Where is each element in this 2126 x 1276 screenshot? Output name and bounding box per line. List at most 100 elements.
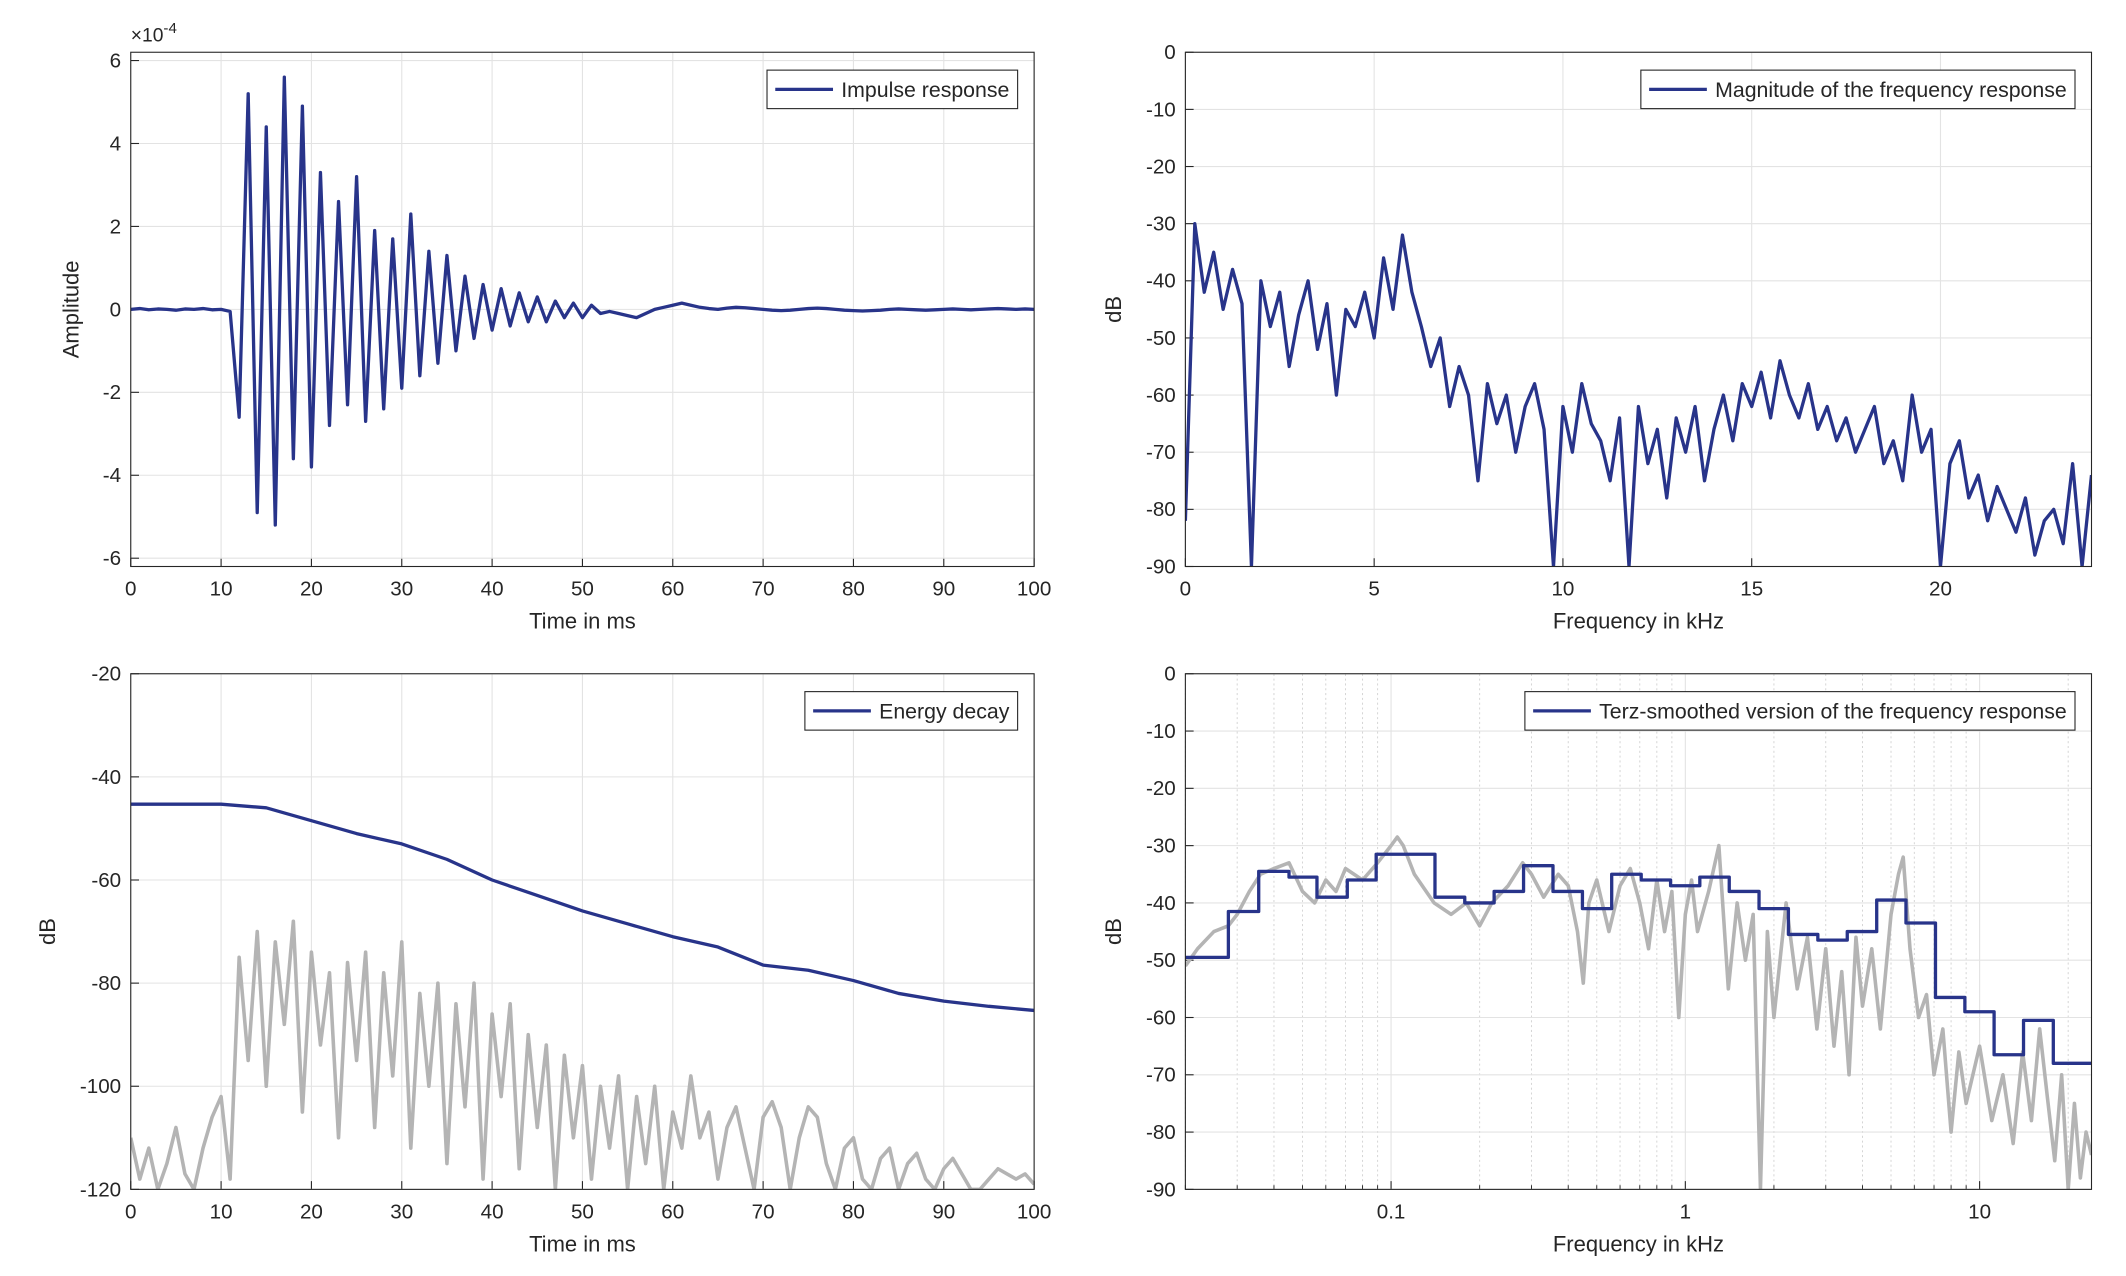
y-tick-label: 0	[1164, 41, 1175, 64]
x-axis-label: Frequency in kHz	[1553, 608, 1724, 633]
x-tick-label: 30	[390, 577, 413, 600]
y-multiplier-base: ×10	[131, 25, 164, 46]
x-tick-label: 70	[752, 1200, 775, 1223]
y-tick-label: -70	[1146, 1064, 1176, 1087]
y-tick-label: -60	[91, 869, 121, 892]
x-tick-label: 80	[842, 1200, 865, 1223]
y-tick-label: -4	[103, 464, 121, 487]
x-tick-label: 10	[210, 577, 233, 600]
legend-label: Magnitude of the frequency response	[1715, 78, 2067, 102]
y-tick-label: -40	[1146, 270, 1176, 293]
plot-area	[1185, 673, 2092, 1190]
y-tick-label: -50	[1146, 327, 1176, 350]
y-tick-label: -20	[91, 663, 121, 686]
y-tick-label: 2	[110, 215, 121, 238]
x-tick-label: 30	[390, 1200, 413, 1223]
data-line	[130, 802, 1035, 1013]
x-tick-label: 1	[1680, 1200, 1691, 1223]
x-tick-label: 80	[842, 577, 865, 600]
x-tick-label: 0	[125, 577, 136, 600]
y-tick-label: -80	[1146, 498, 1176, 521]
y-tick-label: -60	[1146, 384, 1176, 407]
x-tick-label: 15	[1740, 577, 1763, 600]
y-tick-label: 4	[110, 132, 121, 155]
y-axis-label: Amplitude	[59, 260, 84, 358]
y-tick-label: -90	[1146, 555, 1176, 578]
legend: Energy decay	[804, 691, 1019, 731]
x-tick-label: 5	[1368, 577, 1379, 600]
y-axis-label: dB	[1101, 296, 1126, 323]
x-tick-label: 40	[481, 577, 504, 600]
x-tick-label: 100	[1017, 577, 1051, 600]
legend: Impulse response	[766, 69, 1019, 110]
x-axis-label: Frequency in kHz	[1553, 1231, 1724, 1256]
y-tick-label: -30	[1146, 213, 1176, 236]
legend-label: Terz-smoothed version of the frequency r…	[1599, 699, 2067, 723]
y-tick-label: -80	[1146, 1121, 1176, 1144]
x-tick-label: 90	[932, 1200, 955, 1223]
axes: 0.1 1 10 -90 -80 -70 -60 -50 -40 -30 -20 -10 0 Freque…	[1101, 663, 2093, 1256]
series-layer	[130, 75, 1035, 527]
series-layer	[130, 802, 1035, 1190]
x-tick-label: 60	[661, 577, 684, 600]
x-axis-label: Time in ms	[529, 608, 636, 633]
y-tick-label: -70	[1146, 441, 1176, 464]
plot-area	[1185, 52, 2092, 567]
data-line	[130, 919, 1035, 1190]
x-axis-label: Time in ms	[529, 1231, 636, 1256]
x-tick-label: 0	[1180, 577, 1191, 600]
y-tick-label: -60	[1146, 1006, 1176, 1029]
y-tick-label: -20	[1146, 777, 1176, 800]
y-tick-label: -2	[103, 381, 121, 404]
y-tick-label: -6	[103, 547, 121, 570]
axes: 0 5 10 15 20 -90 -80 -70 -60 -50 -40 -30 -20 -10 0 Freq…	[1101, 41, 2093, 633]
axes-box	[130, 51, 1035, 568]
x-tick-label: 10	[210, 1200, 233, 1223]
x-tick-label: 100	[1017, 1200, 1051, 1223]
y-tick-label: -40	[91, 766, 121, 789]
series-layer	[1185, 222, 2092, 567]
x-tick-label: 90	[932, 577, 955, 600]
data-line	[1185, 222, 2092, 567]
x-tick-label: 0.1	[1377, 1200, 1406, 1223]
y-tick-label: -10	[1146, 720, 1176, 743]
y-axis-label: dB	[35, 918, 60, 945]
y-axis-label: dB	[1101, 918, 1126, 945]
x-tick-label: 20	[300, 1200, 323, 1223]
axes-box	[1184, 673, 2093, 1190]
axes-box	[130, 673, 1035, 1190]
x-tick-label: 70	[752, 577, 775, 600]
y-multiplier-exponent: -4	[163, 20, 176, 37]
y-tick-label: -40	[1146, 892, 1176, 915]
x-tick-label: 50	[571, 1200, 594, 1223]
x-tick-label: 60	[661, 1200, 684, 1223]
x-tick-label: 0	[125, 1200, 136, 1223]
x-tick-label: 10	[1968, 1200, 1991, 1223]
y-tick-label: -50	[1146, 949, 1176, 972]
y-tick-label: -30	[1146, 835, 1176, 858]
legend-box	[1524, 691, 2076, 731]
legend-box	[1640, 69, 2076, 110]
series-layer	[1185, 835, 2092, 1190]
x-tick-label: 40	[481, 1200, 504, 1223]
legend: Terz-smoothed version of the frequency r…	[1524, 691, 2076, 731]
axes: 0 10 20 30 40 50 60 70 80 90 100 -6 -4 -2 0 2 4 6 Time in …	[59, 20, 1052, 633]
y-tick-label: 0	[1164, 663, 1175, 686]
axes: 0 10 20 30 40 50 60 70 80 90 100 -120 -100 -80 -60 -40 -…	[35, 663, 1051, 1257]
axes-box	[1184, 51, 2093, 568]
y-tick-label: -20	[1146, 155, 1176, 178]
legend-label: Impulse response	[841, 78, 1009, 102]
y-tick-label: -10	[1146, 98, 1176, 121]
legend-label: Energy decay	[879, 699, 1010, 723]
x-tick-label: 50	[571, 577, 594, 600]
x-tick-label: 20	[1929, 577, 1952, 600]
x-tick-label: 10	[1551, 577, 1574, 600]
y-tick-label: 0	[110, 298, 121, 321]
data-line	[130, 75, 1035, 527]
legend: Magnitude of the frequency response	[1640, 69, 2076, 110]
y-tick-label: 6	[110, 49, 121, 72]
data-line	[1185, 852, 2092, 1065]
y-tick-label: -100	[80, 1075, 121, 1098]
